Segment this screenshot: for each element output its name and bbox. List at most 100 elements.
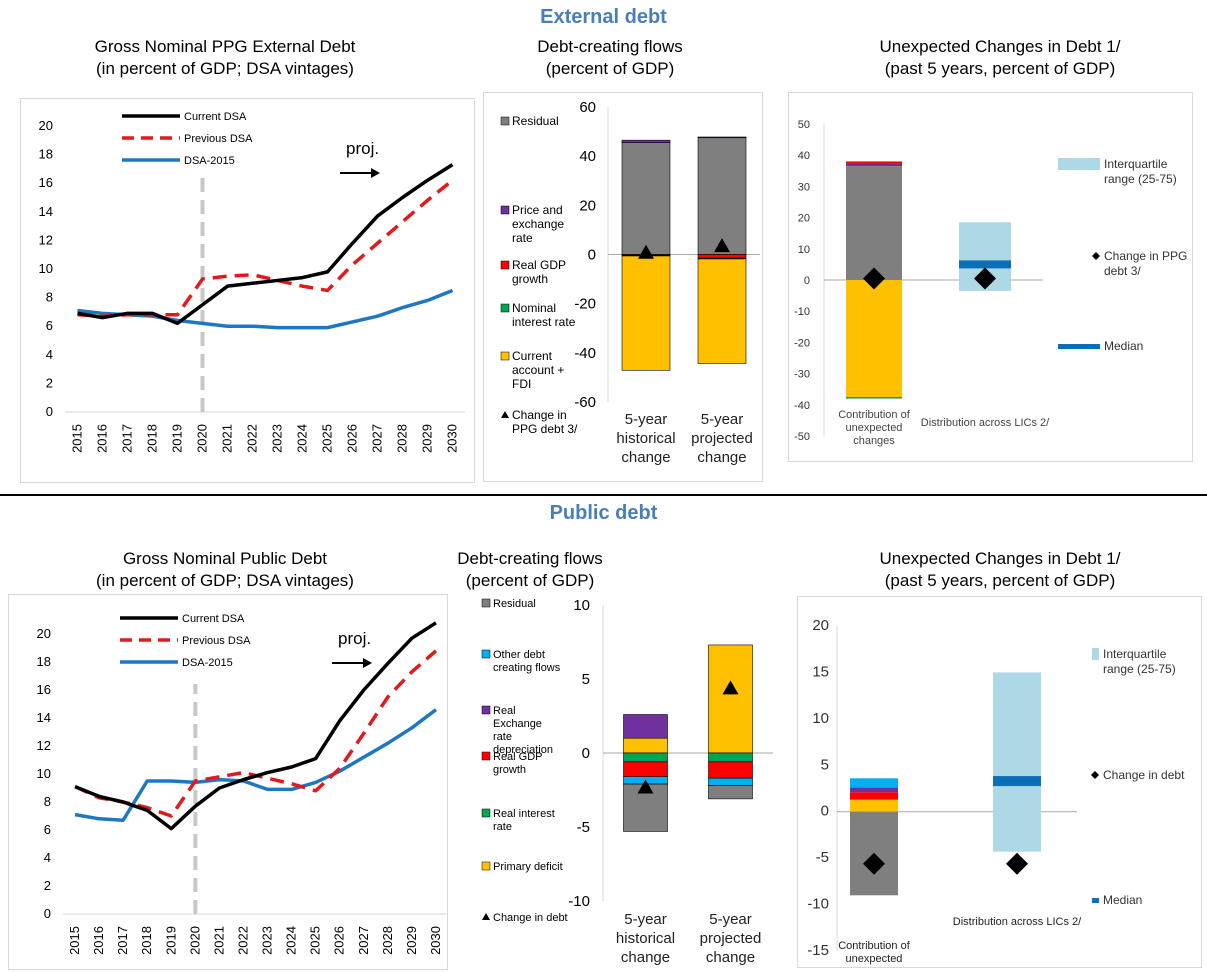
ext-unexp-title-2: (past 5 years, percent of GDP): [884, 59, 1116, 78]
x-tick-label: 2024: [284, 926, 299, 955]
legend-swatch-real_gdp: [500, 260, 510, 270]
ext-flows-title: Debt-creating flows (percent of GDP): [495, 36, 725, 80]
y-tick-label: 10: [39, 261, 53, 276]
x-tick-label: 2017: [115, 926, 130, 955]
x-tick-label: 2021: [220, 424, 235, 453]
legend-swatch-marker: [1092, 252, 1100, 260]
y-tick-label: 40: [798, 150, 810, 162]
series-line-dsa2015: [77, 288, 454, 330]
legend-label-previous: Previous DSA: [182, 635, 251, 647]
legend-label-residual: Residual: [512, 114, 559, 128]
legend-label-real_gdp: Real GDP: [493, 751, 543, 763]
x-tick-label: 2018: [145, 424, 160, 453]
bar-segment-residual: [708, 785, 753, 800]
y-tick-label: 8: [46, 290, 53, 305]
legend-label-iqr: range (25-75): [1104, 172, 1177, 186]
category-label: change: [697, 449, 746, 466]
y-tick-label: 50: [798, 119, 810, 131]
legend-swatch-other_flows: [481, 649, 491, 659]
bar-segment-residual: [621, 142, 671, 255]
x-tick-label: 2016: [95, 424, 110, 453]
legend-label-median: Median: [1104, 339, 1143, 353]
legend-label-residual: Residual: [493, 598, 536, 610]
y-tick-label: -15: [807, 942, 829, 959]
y-tick-label: -10: [568, 893, 590, 910]
x-tick-label: 2030: [428, 926, 443, 955]
x-tick-label: 2025: [308, 926, 323, 955]
pub-unexp-title: Unexpected Changes in Debt 1/ (past 5 ye…: [830, 548, 1170, 592]
marker-change-in-debt: [637, 779, 654, 794]
y-tick-label: 15: [812, 663, 829, 680]
y-tick-label: 4: [44, 850, 51, 865]
projection-label: proj.: [346, 139, 379, 158]
x-tick-label: 2026: [332, 926, 347, 955]
legend-label-marker: Change in debt: [493, 912, 568, 924]
legend-swatch-residual: [500, 116, 510, 126]
bar-segment-price_fx: [623, 714, 668, 739]
ext-line-title: Gross Nominal PPG External Debt (in perc…: [60, 36, 390, 80]
legend-swatch-price_fx: [500, 205, 510, 215]
x-tick-label: 2023: [270, 424, 285, 453]
pub-flows-title-2: (percent of GDP): [465, 571, 595, 590]
y-tick-label: 0: [582, 745, 590, 762]
series-line-current: [77, 163, 454, 326]
ext-flows-title-1: Debt-creating flows: [537, 37, 683, 56]
marker-change-in-debt: [1006, 852, 1028, 875]
iqr-box: [993, 672, 1041, 852]
contribution-segment-residual: [846, 166, 902, 280]
y-tick-label: 2: [44, 878, 51, 893]
contribution-segment-other_flows: [850, 778, 898, 788]
legend-label-interest: interest rate: [512, 315, 576, 329]
category-label: change: [706, 949, 755, 966]
x-tick-label: 2029: [420, 424, 435, 453]
legend-label-iqr: range (25-75): [1103, 662, 1176, 676]
y-tick-label: 16: [39, 175, 53, 190]
section-divider: [0, 494, 1207, 496]
y-tick-label: 6: [44, 822, 51, 837]
category-label: change: [621, 949, 670, 966]
x-tick-label: 2026: [345, 424, 360, 453]
category-label: Contribution of: [838, 409, 910, 421]
legend-swatch-median: [1058, 344, 1100, 349]
category-label: changes: [853, 435, 895, 447]
y-tick-label: 30: [798, 181, 810, 193]
legend-label-iqr: Interquartile: [1104, 157, 1168, 171]
y-tick-label: -40: [574, 345, 596, 362]
pub-unexp-chart: -15 -10 -5 0 5 10 15 20 Contribution ofunexpecte…: [797, 596, 1202, 968]
y-tick-label: 6: [46, 318, 53, 333]
ext-line-chart: 0 2 4 6 8 10 12 14 16 18 20 2015 2016 2017 2018 2019 202…: [20, 98, 475, 483]
y-tick-label: 10: [798, 244, 810, 256]
x-tick-label: 2025: [320, 424, 335, 453]
bar-segment-current_account: [708, 644, 753, 754]
category-label: unexpected: [846, 422, 903, 434]
legend-label-dsa2015: DSA-2015: [182, 657, 233, 669]
x-tick-label: 2027: [356, 926, 371, 955]
bar-segment-price_fx: [697, 136, 747, 139]
legend-label-real_gdp: growth: [493, 764, 526, 776]
median-bar: [959, 260, 1011, 269]
legend-label-price_fx: exchange: [512, 217, 564, 231]
legend-label-interest: Nominal: [512, 301, 556, 315]
legend-label-real_gdp: growth: [512, 272, 548, 286]
contribution-segment-current_account: [850, 799, 898, 812]
y-tick-label: 5: [821, 756, 829, 773]
legend-label-previous: Previous DSA: [184, 133, 253, 145]
projection-arrowhead: [371, 168, 380, 178]
legend-label-interest: Real interest: [493, 808, 555, 820]
contribution-segment-real_gdp: [846, 161, 902, 163]
y-tick-label: 60: [579, 99, 596, 116]
x-tick-label: 2023: [260, 926, 275, 955]
x-tick-label: 2022: [245, 424, 260, 453]
legend-label-price_fx: Price and: [512, 203, 563, 217]
y-tick-label: 5: [582, 671, 590, 688]
contribution-segment-interest: [846, 397, 902, 399]
marker-change-in-debt: [863, 267, 885, 290]
ext-line-title-2: (in percent of GDP; DSA vintages): [96, 59, 354, 78]
category-label: Distribution across LICs 2/: [953, 916, 1082, 928]
legend-label-current_account: Primary deficit: [493, 861, 563, 873]
category-label: 5-year: [709, 911, 752, 928]
legend-label-marker: debt 3/: [1104, 264, 1141, 278]
category-label: historical: [616, 430, 675, 447]
y-tick-label: 0: [588, 247, 596, 264]
x-tick-label: 2015: [67, 926, 82, 955]
